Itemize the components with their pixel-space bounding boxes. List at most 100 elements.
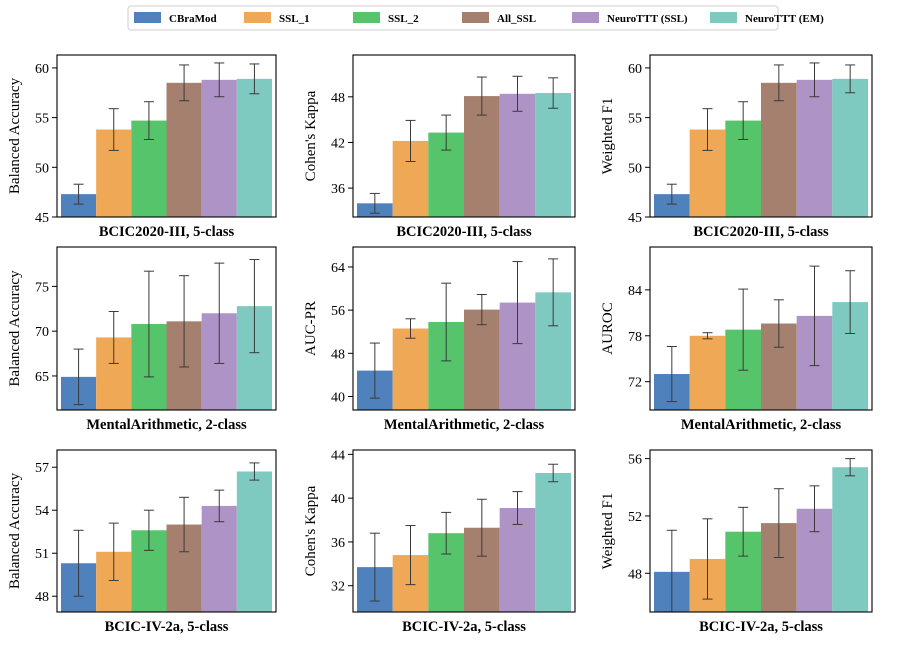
chart-panel: 48 51 54 57 Balanced Accuracy BCIC-IV-2a, 5-c…: [7, 449, 277, 635]
x-axis-label: BCIC-IV-2a, 5-class: [699, 619, 823, 635]
y-tick-label: 48: [35, 590, 49, 605]
chart-panel: 36 42 48 Cohen's Kappa BCIC2020-III, 5-class: [303, 54, 576, 240]
y-axis-label: Cohen's Kappa: [303, 90, 319, 181]
bar: [499, 93, 536, 217]
legend-swatch: [353, 12, 380, 23]
axes-frame: [352, 246, 576, 411]
bar: [832, 467, 868, 612]
y-tick-label: 32: [331, 580, 345, 595]
y-tick-label: 51: [35, 547, 49, 562]
y-tick-label: 60: [35, 62, 49, 77]
axes-frame: [649, 246, 873, 411]
y-tick-label: 36: [331, 536, 345, 551]
axes-frame: [649, 449, 873, 613]
x-axis-label: BCIC2020-III, 5-class: [693, 224, 829, 240]
x-axis-label: MentalArithmetic, 2-class: [86, 417, 247, 433]
y-axis-label: Weighted F1: [600, 98, 616, 175]
bar: [201, 505, 237, 612]
x-axis-label: MentalArithmetic, 2-class: [681, 417, 842, 433]
bar: [61, 194, 97, 217]
y-tick-label: 48: [331, 91, 345, 106]
x-axis-label: BCIC-IV-2a, 5-class: [402, 619, 526, 635]
axes-frame: [56, 449, 277, 613]
legend-label: All_SSL: [497, 13, 536, 25]
bar: [392, 328, 429, 410]
legend-label: NeuroTTT (EM): [745, 13, 824, 25]
y-tick-label: 40: [331, 391, 345, 406]
y-tick-label: 45: [628, 211, 642, 226]
legend-swatch: [134, 12, 161, 23]
bar: [796, 79, 833, 218]
axes-frame: [649, 54, 873, 218]
bar: [464, 96, 500, 217]
y-tick-label: 45: [35, 211, 49, 226]
legend-swatch: [710, 12, 737, 23]
y-tick-label: 64: [331, 261, 345, 276]
legend-swatch: [572, 12, 599, 23]
y-tick-label: 56: [628, 453, 642, 468]
y-axis-label: Cohen's Kappa: [303, 485, 319, 576]
bar: [689, 335, 726, 410]
legend-swatch: [462, 12, 489, 23]
legend-label: SSL_2: [388, 13, 419, 25]
y-tick-label: 52: [628, 510, 642, 525]
y-tick-label: 50: [35, 161, 49, 176]
legend-label: CBraMod: [169, 13, 217, 25]
y-axis-label: AUROC: [600, 302, 616, 355]
bar: [166, 82, 202, 218]
y-tick-label: 55: [628, 112, 642, 127]
x-axis-label: BCIC-IV-2a, 5-class: [105, 619, 229, 635]
axes-frame: [352, 449, 576, 613]
y-tick-label: 78: [628, 330, 642, 345]
bar: [535, 93, 571, 217]
chart-panel: 72 78 84 AUROC MentalArithmetic, 2-class: [600, 246, 873, 433]
bar: [201, 79, 237, 218]
y-tick-label: 50: [628, 161, 642, 176]
x-axis-label: BCIC2020-III, 5-class: [99, 224, 235, 240]
axes-frame: [352, 54, 576, 218]
bar: [654, 194, 690, 217]
y-axis-label: AUC-PR: [303, 301, 319, 356]
bar: [236, 78, 272, 218]
bar: [832, 78, 868, 218]
y-tick-label: 65: [35, 370, 49, 385]
x-axis-label: MentalArithmetic, 2-class: [384, 417, 545, 433]
x-axis-label: BCIC2020-III, 5-class: [396, 224, 532, 240]
bar: [761, 82, 797, 218]
bar: [464, 309, 500, 410]
y-axis-label: Balanced Accuracy: [7, 472, 23, 589]
y-axis-label: Weighted F1: [600, 493, 616, 570]
y-tick-label: 75: [35, 280, 49, 295]
legend-label: NeuroTTT (SSL): [607, 13, 688, 25]
y-tick-label: 40: [331, 492, 345, 507]
chart-panel: 40 48 56 64 AUC-PR MentalArithmetic, 2-class: [303, 246, 576, 433]
bar: [535, 472, 571, 612]
y-tick-label: 36: [331, 182, 345, 197]
y-tick-label: 60: [628, 62, 642, 77]
y-tick-label: 48: [628, 567, 642, 582]
y-tick-label: 54: [35, 504, 49, 519]
bar: [499, 508, 536, 612]
chart-grid: 45 50 55 60 Balanced Accuracy BCIC2020-III, 5…: [7, 54, 873, 635]
chart-panel: 45 50 55 60 Balanced Accuracy BCIC2020-III, 5…: [7, 54, 277, 240]
y-tick-label: 72: [628, 376, 642, 391]
y-tick-label: 57: [35, 461, 49, 476]
legend-label: SSL_1: [279, 13, 310, 25]
bar: [236, 471, 272, 612]
y-tick-label: 44: [331, 448, 345, 463]
y-tick-label: 55: [35, 112, 49, 127]
y-tick-label: 42: [331, 136, 345, 151]
chart-panel: 45 50 55 60 Weighted F1 BCIC2020-III, 5-class: [600, 54, 873, 240]
y-tick-label: 48: [331, 347, 345, 362]
y-tick-label: 70: [35, 325, 49, 340]
legend: CBraMod SSL_1 SSL_2 All_SSL NeuroTTT (SSL) Ne…: [127, 5, 824, 31]
axes-frame: [56, 246, 277, 411]
y-axis-label: Balanced Accuracy: [7, 270, 23, 387]
y-axis-label: Balanced Accuracy: [7, 77, 23, 194]
legend-swatch: [244, 12, 271, 23]
axes-frame: [56, 54, 277, 218]
y-tick-label: 84: [628, 284, 642, 299]
chart-panel: 48 52 56 Weighted F1 BCIC-IV-2a, 5-class: [600, 449, 873, 635]
y-tick-label: 56: [331, 304, 345, 319]
